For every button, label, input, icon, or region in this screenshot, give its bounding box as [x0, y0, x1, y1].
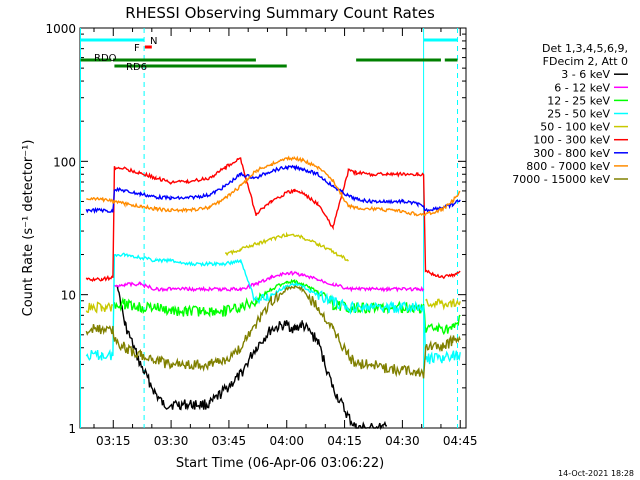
y-tick-label: 10	[61, 289, 76, 303]
x-tick-label: 03:15	[96, 434, 131, 448]
legend-entry-label: 25 - 50 keV	[547, 108, 610, 121]
annotation-label-f: F	[134, 43, 140, 54]
legend-entry-label: 3 - 6 keV	[561, 68, 610, 81]
legend-entry-label: 6 - 12 keV	[554, 81, 610, 94]
y-tick-label: 1000	[45, 22, 76, 36]
series-line-3	[85, 252, 461, 365]
series-line-7	[86, 155, 461, 217]
legend: Det 1,3,4,5,6,9,FDecim 2, Att 03 - 6 keV…	[512, 42, 628, 186]
y-axis-label: Count Rate (s⁻¹ detector⁻¹)	[21, 140, 36, 317]
y-tick-label: 100	[53, 155, 76, 169]
legend-entry-label: 50 - 100 keV	[540, 121, 610, 134]
footer-timestamp: 14-Oct-2021 18:28	[558, 469, 634, 478]
series-line-4	[85, 301, 114, 314]
x-tick-label: 03:30	[154, 434, 189, 448]
x-tick-label: 04:30	[385, 434, 420, 448]
annotation-label-rdo: RDO	[94, 53, 117, 64]
series-line-6	[85, 164, 461, 214]
legend-entry-label: 12 - 25 keV	[547, 94, 610, 107]
legend-header-line: Det 1,3,4,5,6,9,	[542, 42, 628, 55]
x-tick-label: 04:00	[269, 434, 304, 448]
series-line-1	[113, 270, 425, 293]
plot-area: 1 10 100 1000 03:15 03:30 03:45 04:00 04:15 04:30…	[45, 22, 477, 448]
annotation-label-rd6: RD6	[126, 62, 147, 73]
chart-title: RHESSI Observing Summary Count Rates	[125, 4, 435, 22]
x-tick-label: 03:45	[212, 434, 247, 448]
annotation-label-n: N	[150, 36, 157, 47]
y-tick-label: 1	[68, 422, 76, 436]
legend-entry-label: 300 - 800 keV	[533, 147, 610, 160]
series-line-8	[85, 285, 461, 379]
x-axis-label: Start Time (06-Apr-06 03:06:22)	[176, 456, 384, 471]
legend-header-line: FDecim 2, Att 0	[543, 55, 628, 68]
legend-entry-label: 100 - 300 keV	[533, 134, 610, 147]
plot-frame	[79, 27, 467, 429]
series-line-2	[113, 278, 461, 336]
series-line-5	[85, 157, 461, 282]
series-line-4	[224, 231, 349, 262]
legend-entry-label: 800 - 7000 keV	[526, 160, 610, 173]
x-tick-label: 04:45	[443, 434, 478, 448]
legend-entry-label: 7000 - 15000 keV	[512, 173, 610, 186]
series-line-0	[116, 285, 388, 431]
x-tick-label: 04:15	[327, 434, 362, 448]
series-line-4	[425, 298, 461, 311]
